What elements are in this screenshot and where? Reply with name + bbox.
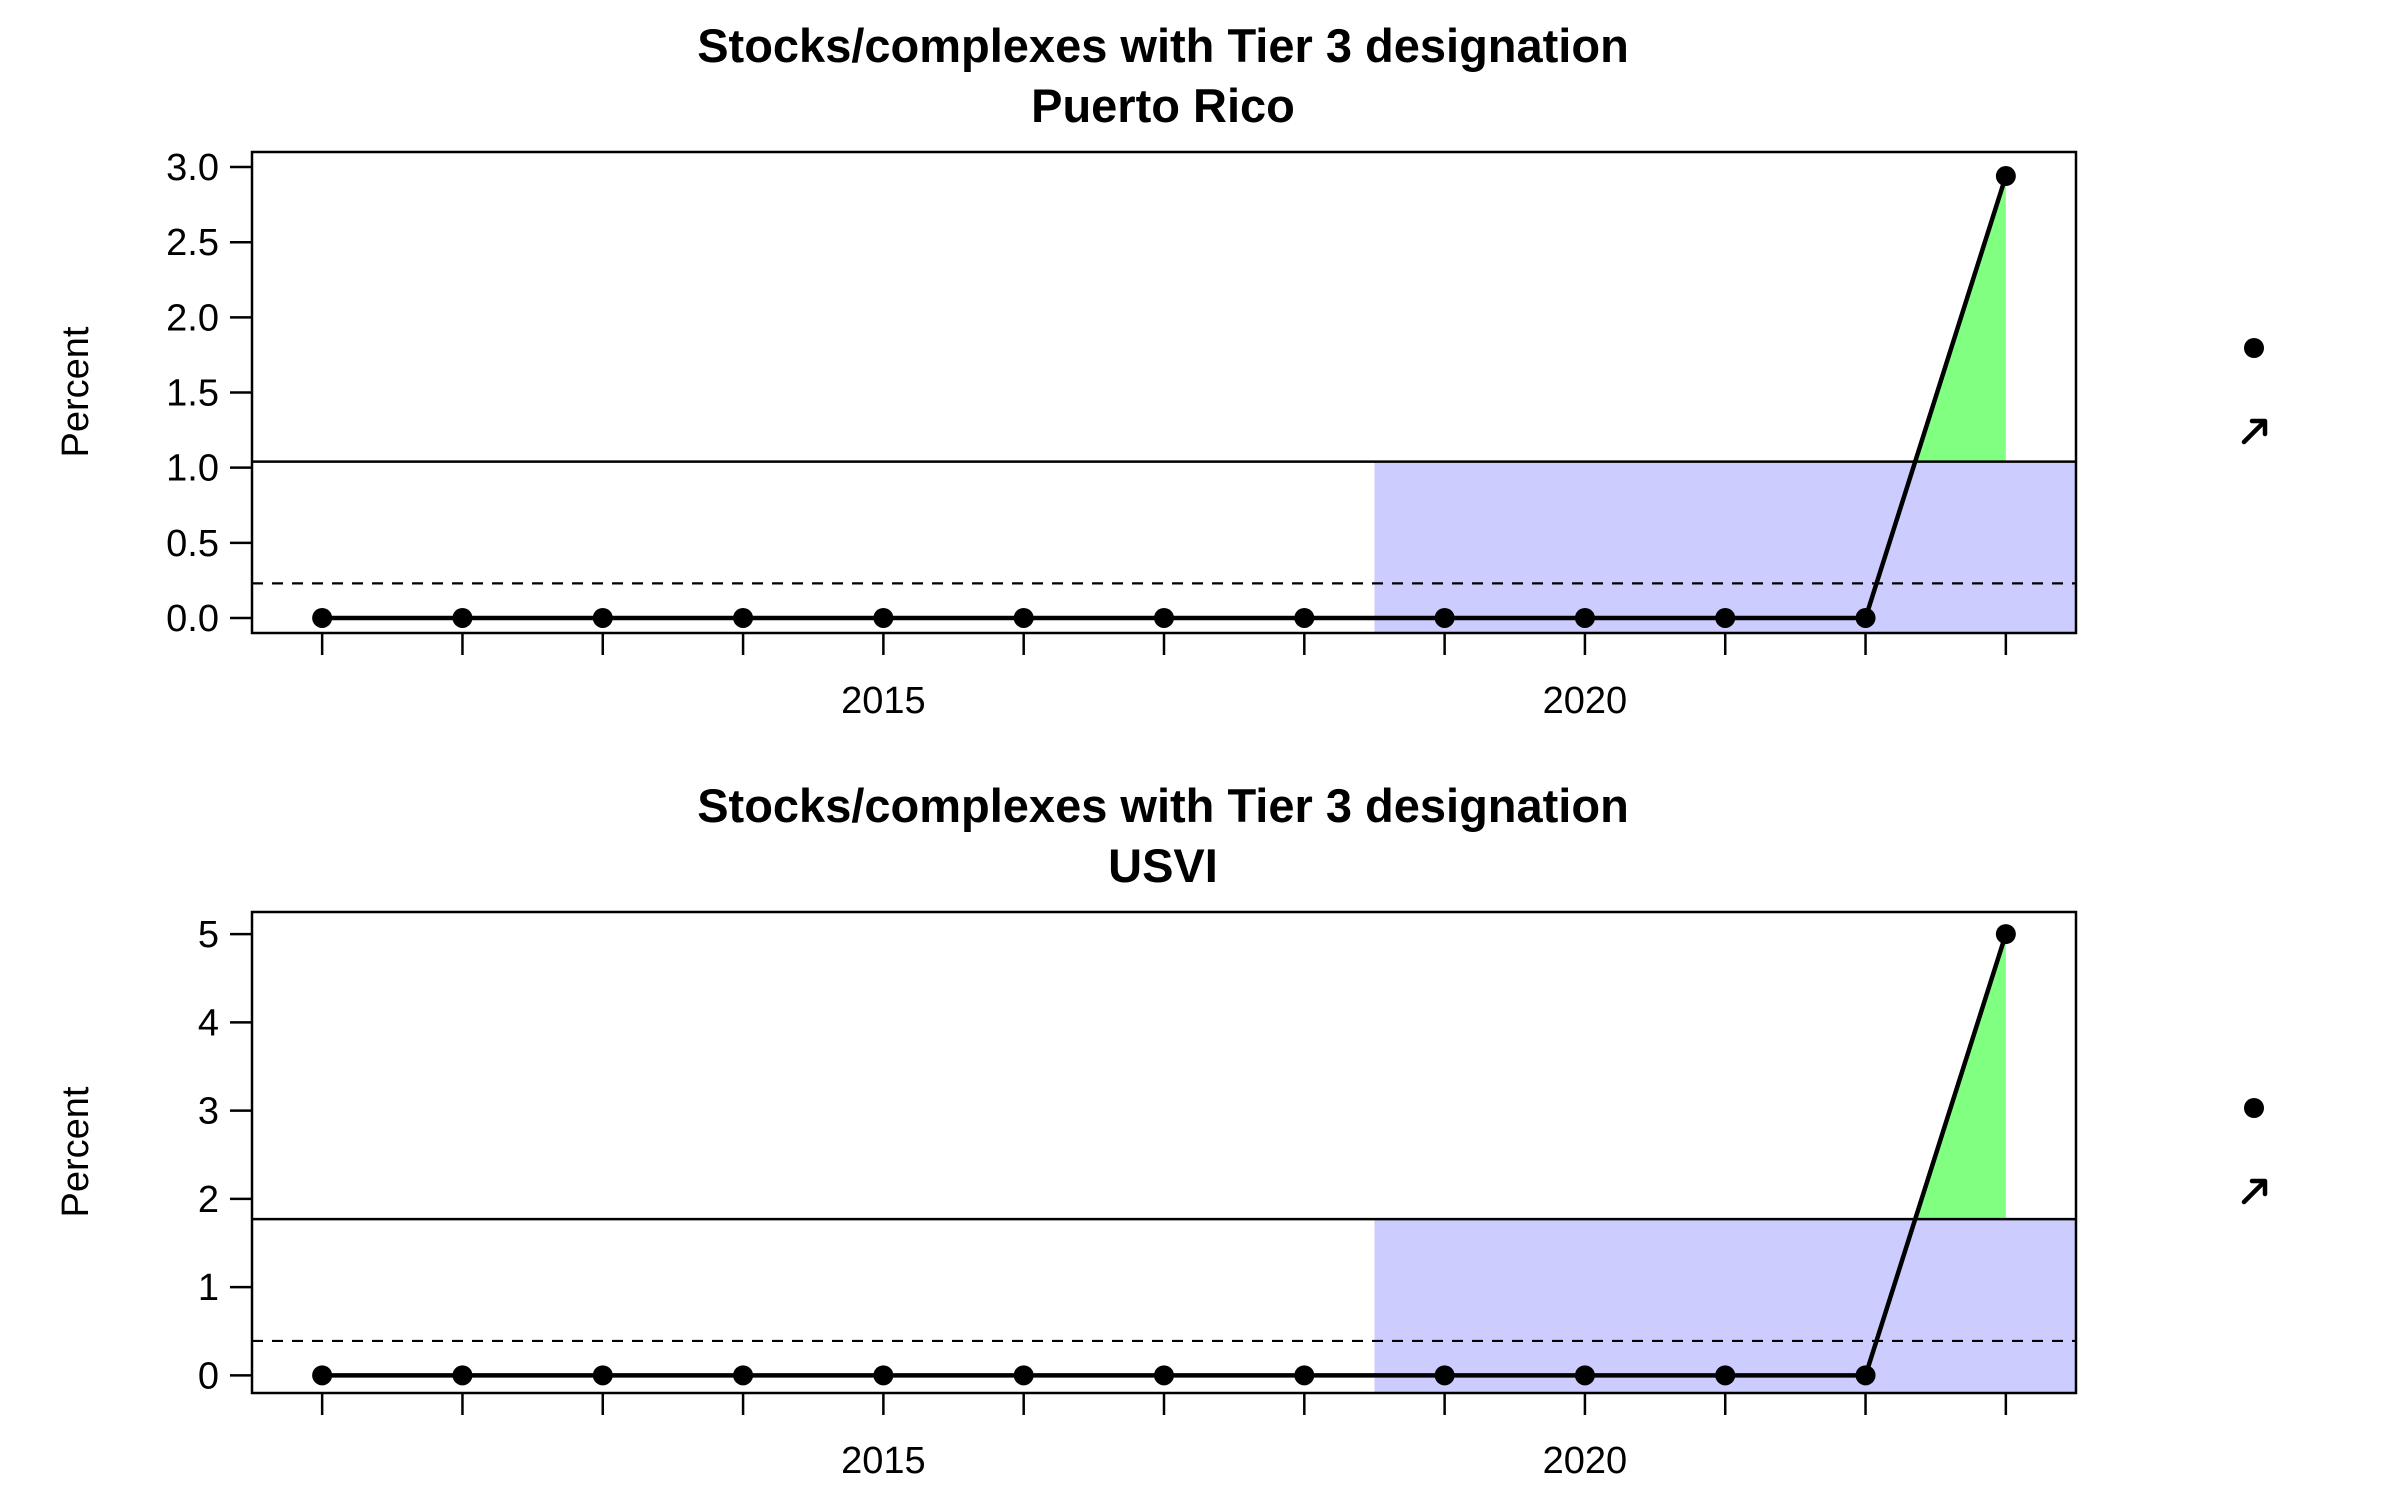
data-point <box>592 607 613 628</box>
y-tick-label: 1.0 <box>166 448 219 490</box>
panel-2-y-axis-label: Percent <box>55 1086 97 1217</box>
panel-1-title: Stocks/complexes with Tier 3 designation <box>697 19 1629 72</box>
y-tick-label: 3.0 <box>166 147 219 189</box>
y-tick-label: 0.5 <box>166 523 219 565</box>
mean-indicator-dot <box>2244 338 2264 358</box>
y-tick-label: 2 <box>198 1179 219 1221</box>
panel-1-plot: 0.0 0.5 1.0 1.5 2.0 2.5 3.0 2015 2020 <box>166 147 2268 722</box>
data-point <box>1855 607 1876 628</box>
data-point <box>1574 607 1595 628</box>
data-point <box>1294 607 1315 628</box>
data-point <box>1013 607 1034 628</box>
panel-2-subtitle: USVI <box>1108 839 1218 892</box>
data-point <box>452 1365 473 1386</box>
x-tick-label: 2015 <box>841 1440 926 1482</box>
data-point <box>873 607 894 628</box>
y-tick-label: 4 <box>198 1002 219 1044</box>
data-point <box>1574 1365 1595 1386</box>
panel-2-title: Stocks/complexes with Tier 3 designation <box>697 779 1629 832</box>
data-point <box>873 1365 894 1386</box>
panel-1-subtitle: Puerto Rico <box>1031 79 1295 132</box>
trend-indicator-arrow <box>2241 419 2267 445</box>
data-point <box>1995 166 2016 187</box>
y-tick-label: 2.5 <box>166 222 219 264</box>
x-tick-label: 2020 <box>1543 680 1628 722</box>
panel-2-plot: 0 1 2 3 4 5 2015 2020 <box>198 910 2268 1482</box>
y-tick-label: 1.5 <box>166 373 219 415</box>
trend-indicator-arrowhead <box>2249 418 2268 437</box>
data-point <box>1154 1365 1174 1386</box>
y-tick-label: 0 <box>198 1355 219 1397</box>
shaded-period <box>1374 1219 2076 1393</box>
data-point <box>1013 1365 1034 1386</box>
mean-indicator-dot <box>2244 1098 2264 1118</box>
x-tick-label: 2020 <box>1543 1440 1628 1482</box>
trend-indicator-arrowhead <box>2249 1178 2268 1197</box>
data-point <box>1855 1365 1876 1386</box>
y-tick-label: 3 <box>198 1091 219 1133</box>
x-tick-label: 2015 <box>841 680 926 722</box>
data-point <box>312 607 333 628</box>
y-tick-label: 2.0 <box>166 297 219 339</box>
data-point <box>1434 607 1455 628</box>
data-point <box>592 1365 613 1386</box>
data-point <box>1715 1365 1736 1386</box>
data-point <box>1995 924 2016 945</box>
data-point <box>1715 607 1736 628</box>
data-point <box>1434 1365 1455 1386</box>
data-point <box>312 1365 333 1386</box>
data-point <box>1294 1365 1315 1386</box>
panel-1-y-axis-label: Percent <box>55 326 97 457</box>
data-point <box>733 607 754 628</box>
y-tick-label: 1 <box>198 1267 219 1309</box>
y-tick-label: 5 <box>198 914 219 956</box>
data-point <box>1154 607 1174 628</box>
y-tick-label: 0.0 <box>166 598 219 640</box>
shaded-period <box>1374 461 2076 633</box>
trend-indicator-arrow <box>2241 1179 2267 1205</box>
data-point <box>452 607 473 628</box>
data-point <box>733 1365 754 1386</box>
